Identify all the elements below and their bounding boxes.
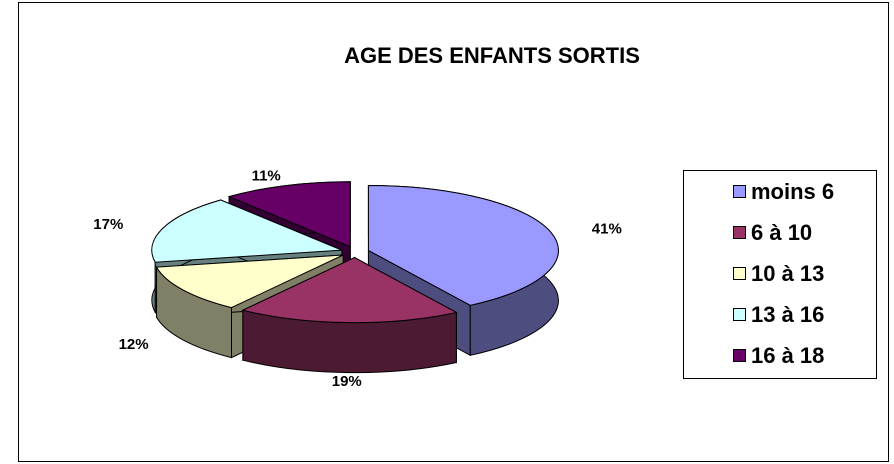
legend-swatch — [733, 267, 746, 280]
data-label: 19% — [332, 373, 362, 390]
pie-slice — [241, 256, 458, 374]
legend-label: 10 à 13 — [751, 261, 824, 286]
data-label: 17% — [93, 216, 123, 233]
chart-title: AGE DES ENFANTS SORTIS — [344, 43, 640, 68]
slice-top — [155, 254, 344, 309]
legend-label: moins 6 — [751, 179, 834, 204]
legend-swatch — [733, 185, 746, 198]
slice-top — [151, 199, 343, 263]
legend-label: 6 à 10 — [751, 220, 812, 245]
legend-label: 16 à 18 — [751, 343, 824, 368]
data-label: 41% — [592, 221, 622, 238]
data-label: 11% — [252, 168, 281, 185]
legend-label: 13 à 16 — [751, 302, 824, 327]
data-label: 12% — [119, 336, 149, 353]
slice-top — [227, 181, 351, 248]
legend-swatch — [733, 308, 746, 321]
legend-swatch — [733, 226, 746, 239]
slice-top — [367, 184, 559, 306]
slice-top — [241, 257, 458, 324]
legend-box — [683, 170, 877, 379]
legend-swatch — [733, 349, 746, 362]
